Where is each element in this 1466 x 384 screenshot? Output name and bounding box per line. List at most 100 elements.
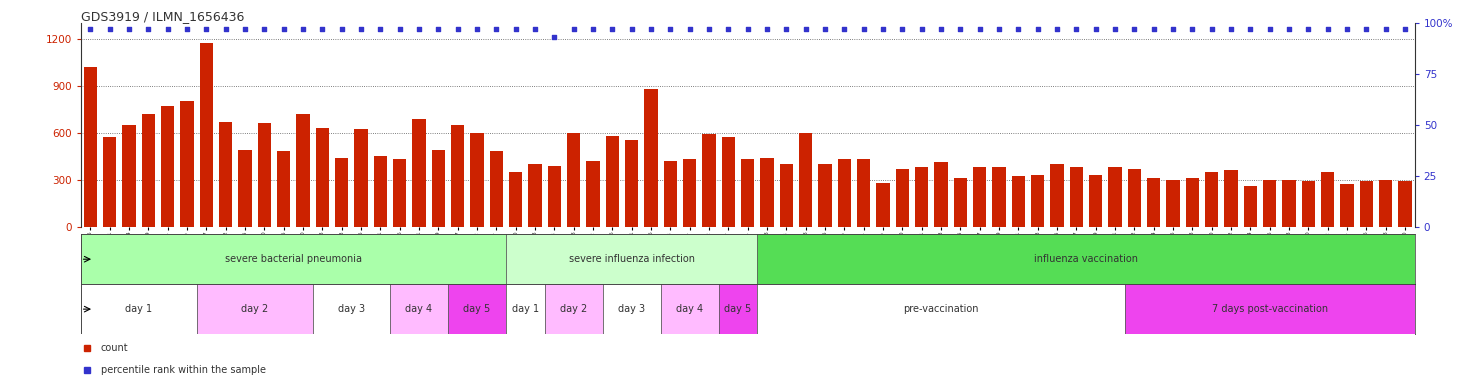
Bar	[992, 167, 1006, 227]
Bar	[490, 151, 503, 227]
Bar	[506, 234, 758, 284]
Bar	[837, 159, 852, 227]
Bar	[683, 159, 696, 227]
Bar	[1380, 180, 1393, 227]
Bar	[277, 151, 290, 227]
Point	[1180, 26, 1204, 32]
Bar	[506, 284, 545, 334]
Point	[1258, 26, 1281, 32]
Bar	[1399, 181, 1412, 227]
Point	[1026, 26, 1050, 32]
Point	[214, 26, 237, 32]
Point	[368, 26, 391, 32]
Bar	[161, 106, 174, 227]
Point	[292, 26, 315, 32]
Point	[1296, 26, 1319, 32]
Bar	[1070, 167, 1083, 227]
Point	[698, 26, 721, 32]
Point	[446, 26, 469, 32]
Point	[330, 26, 353, 32]
Text: day 3: day 3	[337, 304, 365, 314]
Bar	[1283, 180, 1296, 227]
Bar	[449, 284, 506, 334]
Text: day 1: day 1	[512, 304, 539, 314]
Point	[987, 26, 1010, 32]
Bar	[452, 125, 465, 227]
Point	[561, 26, 585, 32]
Bar	[567, 132, 581, 227]
Bar	[1108, 167, 1121, 227]
Point	[1316, 26, 1340, 32]
Bar	[258, 123, 271, 227]
Text: count: count	[101, 343, 128, 353]
Point	[891, 26, 915, 32]
Point	[349, 26, 372, 32]
Point	[620, 26, 644, 32]
Bar	[528, 164, 542, 227]
Bar	[315, 128, 328, 227]
Bar	[758, 284, 1124, 334]
Bar	[122, 125, 136, 227]
Bar	[431, 150, 446, 227]
Point	[155, 26, 179, 32]
Bar	[471, 132, 484, 227]
Text: influenza vaccination: influenza vaccination	[1034, 254, 1138, 264]
Text: day 1: day 1	[125, 304, 152, 314]
Bar	[196, 284, 312, 334]
Bar	[664, 161, 677, 227]
Bar	[199, 43, 213, 227]
Point	[176, 26, 199, 32]
Point	[1083, 26, 1107, 32]
Bar	[1167, 180, 1180, 227]
Bar	[237, 150, 252, 227]
Point	[581, 26, 604, 32]
Bar	[1124, 284, 1415, 334]
Bar	[758, 234, 1415, 284]
Bar	[509, 172, 522, 227]
Text: day 4: day 4	[406, 304, 432, 314]
Text: day 2: day 2	[240, 304, 268, 314]
Point	[1201, 26, 1224, 32]
Point	[388, 26, 412, 32]
Point	[523, 26, 547, 32]
Bar	[334, 158, 349, 227]
Point	[1064, 26, 1088, 32]
Bar	[393, 159, 406, 227]
Point	[408, 26, 431, 32]
Bar	[1031, 175, 1044, 227]
Point	[814, 26, 837, 32]
Bar	[355, 129, 368, 227]
Point	[485, 26, 509, 32]
Bar	[1321, 172, 1334, 227]
Bar	[81, 234, 506, 284]
Bar	[799, 132, 812, 227]
Bar	[81, 284, 196, 334]
Point	[795, 26, 818, 32]
Point	[252, 26, 276, 32]
Point	[233, 26, 257, 32]
Bar	[702, 134, 715, 227]
Text: severe bacterial pneumonia: severe bacterial pneumonia	[224, 254, 362, 264]
Text: day 5: day 5	[724, 304, 752, 314]
Point	[1336, 26, 1359, 32]
Point	[1239, 26, 1262, 32]
Bar	[1262, 180, 1277, 227]
Bar	[1359, 181, 1374, 227]
Bar	[412, 119, 425, 227]
Point	[1142, 26, 1165, 32]
Point	[311, 26, 334, 32]
Bar	[1340, 184, 1353, 227]
Text: day 5: day 5	[463, 304, 491, 314]
Bar	[1186, 178, 1199, 227]
Bar	[103, 137, 116, 227]
Bar	[625, 141, 638, 227]
Point	[910, 26, 934, 32]
Point	[852, 26, 875, 32]
Point	[736, 26, 759, 32]
Point	[1374, 26, 1397, 32]
Bar	[1146, 178, 1161, 227]
Point	[1161, 26, 1185, 32]
Bar	[1050, 164, 1064, 227]
Point	[427, 26, 450, 32]
Bar	[858, 159, 871, 227]
